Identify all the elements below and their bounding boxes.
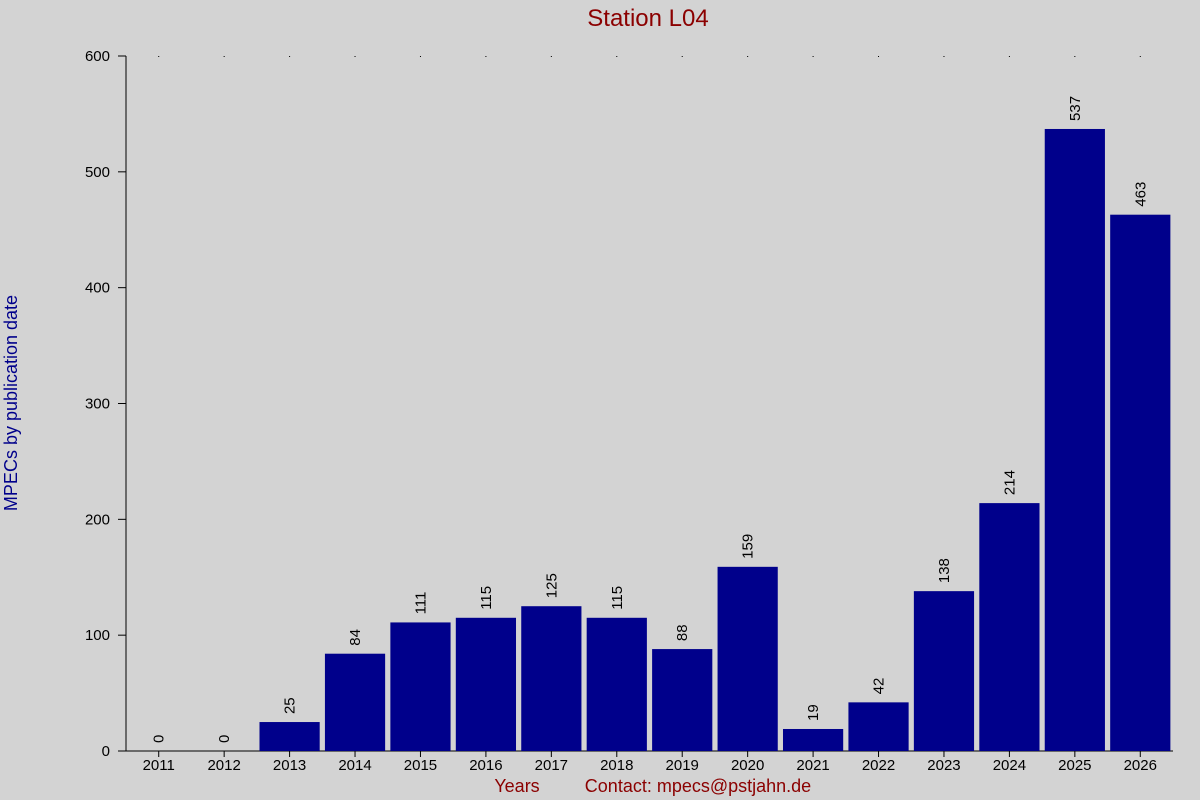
bar — [390, 622, 451, 751]
y-tick-label: 400 — [85, 280, 110, 297]
top-tick-dot — [1008, 56, 1010, 57]
top-tick-dot — [485, 56, 487, 57]
bar-value-label: 88 — [674, 624, 691, 641]
y-tick-label: 300 — [85, 396, 110, 413]
bar-value-label: 42 — [871, 678, 888, 695]
bar-value-label: 19 — [805, 704, 822, 721]
bar-value-label: 25 — [282, 697, 299, 714]
x-tick-label: 2017 — [535, 757, 568, 774]
bar-value-label: 0 — [151, 735, 168, 743]
y-tick-label: 500 — [85, 164, 110, 181]
top-tick-dot — [812, 56, 814, 57]
bar — [259, 722, 320, 751]
x-tick-label: 2012 — [207, 757, 240, 774]
x-tick-label: 2026 — [1124, 757, 1157, 774]
top-tick-dot — [943, 56, 945, 57]
bar-value-label: 214 — [1001, 470, 1018, 495]
y-tick-label: 100 — [85, 627, 110, 644]
top-tick-dot — [1139, 56, 1141, 57]
top-tick-dot — [550, 56, 552, 57]
bar-value-label: 125 — [543, 573, 560, 598]
x-tick-label: 2024 — [993, 757, 1026, 774]
bar — [521, 606, 582, 751]
x-tick-label: 2021 — [796, 757, 829, 774]
y-tick-label: 200 — [85, 511, 110, 528]
y-tick-label: 600 — [85, 48, 110, 65]
x-tick-label: 2020 — [731, 757, 764, 774]
bar — [1110, 214, 1171, 752]
top-tick-dot — [878, 56, 880, 57]
bar — [1044, 128, 1105, 752]
bar — [324, 653, 386, 751]
y-axis-label: MPECs by publication date — [1, 295, 21, 511]
top-tick-dot — [616, 56, 618, 57]
bar-value-label: 0 — [216, 735, 233, 743]
bar-value-label: 159 — [740, 534, 757, 559]
x-tick-label: 2023 — [927, 757, 960, 774]
x-tick-label: 2014 — [338, 757, 371, 774]
bar — [652, 649, 713, 751]
bar — [586, 617, 647, 751]
bar-value-label: 84 — [347, 629, 364, 646]
top-tick-dot — [419, 56, 421, 57]
plot-area: 0 100 200 300 400 500 600 2011 0 2012 0 2013 25 2014 8… — [85, 48, 1173, 774]
y-tick-label: 0 — [102, 743, 110, 760]
contact-footer: Contact: mpecs@pstjahn.de — [585, 776, 811, 796]
bar-value-label: 537 — [1067, 96, 1084, 121]
bar-value-label: 138 — [936, 558, 953, 583]
x-tick-label: 2022 — [862, 757, 895, 774]
top-tick-dot — [158, 56, 160, 57]
bar-value-label: 115 — [609, 586, 626, 610]
top-tick-dot — [223, 56, 225, 57]
bar — [782, 728, 844, 751]
top-tick-dot — [747, 56, 749, 57]
x-tick-label: 2019 — [666, 757, 699, 774]
x-tick-label: 2011 — [143, 757, 175, 774]
x-tick-label: 2013 — [273, 757, 306, 774]
top-tick-dot — [681, 56, 683, 57]
x-tick-label: 2025 — [1058, 757, 1091, 774]
bar — [455, 617, 517, 751]
bar — [848, 702, 909, 751]
x-tick-label: 2016 — [469, 757, 502, 774]
top-tick-dot — [354, 56, 356, 57]
x-tick-label: 2015 — [404, 757, 437, 774]
top-tick-dot — [1074, 56, 1076, 57]
x-axis-label: Years — [494, 776, 539, 796]
chart-title: Station L04 — [587, 5, 708, 32]
bar-value-label: 463 — [1132, 182, 1149, 207]
bar-value-label: 115 — [478, 586, 495, 610]
x-tick-label: 2018 — [600, 757, 633, 774]
bar — [913, 591, 975, 751]
bar-value-label: 111 — [412, 592, 429, 615]
bar — [717, 566, 778, 751]
top-tick-dot — [289, 56, 291, 57]
bar — [979, 503, 1040, 751]
